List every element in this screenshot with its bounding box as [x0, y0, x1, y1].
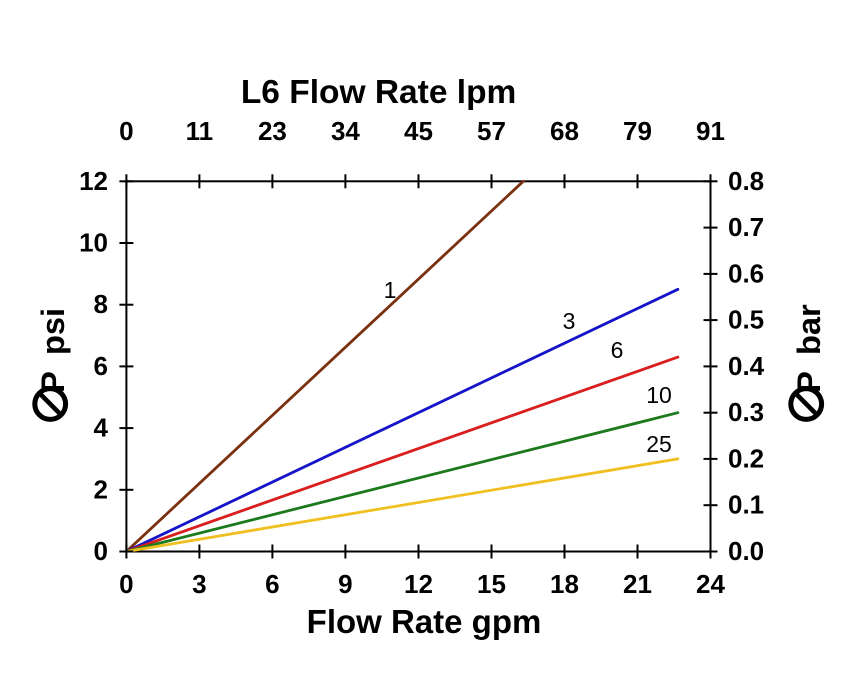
svg-text:91: 91: [696, 116, 725, 146]
svg-text:24: 24: [696, 569, 725, 599]
svg-text:10: 10: [79, 228, 108, 258]
svg-text:psi: psi: [34, 308, 71, 355]
svg-text:0.5: 0.5: [728, 305, 764, 335]
svg-text:P: P: [790, 371, 827, 393]
svg-text:P: P: [34, 371, 71, 393]
svg-text:0: 0: [119, 569, 133, 599]
svg-text:6: 6: [265, 569, 279, 599]
svg-text:4: 4: [94, 413, 109, 443]
svg-text:12: 12: [404, 569, 433, 599]
svg-text:0.8: 0.8: [728, 166, 764, 196]
svg-text:9: 9: [338, 569, 352, 599]
svg-text:45: 45: [404, 116, 433, 146]
svg-text:18: 18: [550, 569, 579, 599]
svg-text:0.1: 0.1: [728, 490, 764, 520]
svg-text:0: 0: [94, 536, 108, 566]
svg-text:34: 34: [331, 116, 360, 146]
svg-text:12: 12: [79, 166, 108, 196]
svg-text:0.2: 0.2: [728, 443, 764, 473]
svg-text:68: 68: [550, 116, 579, 146]
svg-text:15: 15: [477, 569, 506, 599]
svg-text:10: 10: [646, 382, 672, 408]
svg-text:8: 8: [94, 289, 108, 319]
svg-text:0.6: 0.6: [728, 258, 764, 288]
svg-text:2: 2: [94, 474, 108, 504]
svg-text:0.0: 0.0: [728, 536, 764, 566]
svg-text:0.4: 0.4: [728, 351, 765, 381]
svg-text:1: 1: [384, 277, 397, 303]
svg-text:6: 6: [611, 337, 624, 363]
svg-text:0.3: 0.3: [728, 397, 764, 427]
svg-text:57: 57: [477, 116, 506, 146]
svg-text:0.7: 0.7: [728, 212, 764, 242]
svg-text:25: 25: [646, 431, 672, 457]
svg-text:79: 79: [623, 116, 652, 146]
svg-text:Flow Rate gpm: Flow Rate gpm: [307, 603, 542, 640]
svg-text:3: 3: [563, 308, 576, 334]
svg-text:L6 Flow Rate lpm: L6 Flow Rate lpm: [241, 74, 516, 111]
svg-text:11: 11: [186, 116, 214, 146]
svg-text:23: 23: [258, 116, 287, 146]
svg-text:bar: bar: [790, 304, 827, 355]
svg-text:0: 0: [119, 116, 133, 146]
svg-text:3: 3: [192, 569, 206, 599]
svg-text:6: 6: [94, 351, 108, 381]
svg-text:21: 21: [623, 569, 652, 599]
